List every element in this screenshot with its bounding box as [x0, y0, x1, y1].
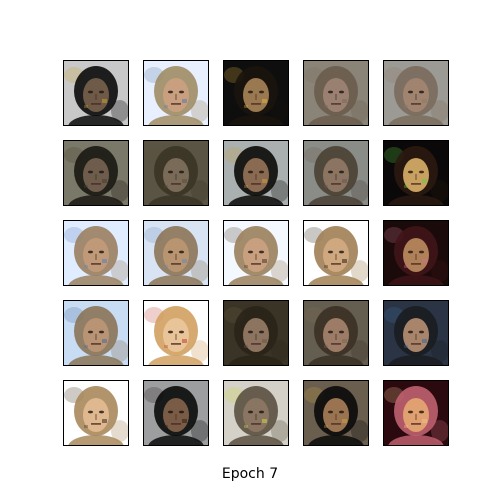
- epoch-caption: Epoch 7: [221, 466, 279, 482]
- generated-face-tile: [143, 140, 209, 206]
- face-image: [144, 301, 208, 365]
- generated-face-tile: [383, 380, 449, 446]
- generated-face-tile: [303, 300, 369, 366]
- face-image: [64, 381, 128, 445]
- generated-face-tile: [223, 300, 289, 366]
- face-image: [224, 221, 288, 285]
- generated-face-tile: [63, 220, 129, 286]
- generated-face-tile: [303, 140, 369, 206]
- generated-face-tile: [383, 220, 449, 286]
- generated-face-tile: [143, 220, 209, 286]
- face-image: [304, 301, 368, 365]
- face-image: [224, 141, 288, 205]
- generated-face-tile: [383, 300, 449, 366]
- face-image: [64, 141, 128, 205]
- face-image: [144, 61, 208, 125]
- face-image: [304, 381, 368, 445]
- face-image: [64, 221, 128, 285]
- face-image: [384, 221, 448, 285]
- face-image: [304, 221, 368, 285]
- face-image: [304, 141, 368, 205]
- sample-image-grid: [63, 60, 451, 446]
- face-image: [144, 381, 208, 445]
- face-image: [144, 221, 208, 285]
- face-image: [64, 301, 128, 365]
- face-image: [384, 301, 448, 365]
- generated-face-tile: [223, 220, 289, 286]
- generated-face-tile: [143, 300, 209, 366]
- generated-face-tile: [223, 140, 289, 206]
- generated-face-tile: [383, 60, 449, 126]
- face-image: [64, 61, 128, 125]
- generated-face-tile: [63, 300, 129, 366]
- generated-face-tile: [223, 60, 289, 126]
- face-image: [224, 381, 288, 445]
- face-image: [384, 141, 448, 205]
- generated-face-tile: [143, 380, 209, 446]
- generated-face-tile: [303, 60, 369, 126]
- generated-face-tile: [143, 60, 209, 126]
- face-image: [224, 61, 288, 125]
- face-image: [304, 61, 368, 125]
- face-image: [224, 301, 288, 365]
- generated-face-tile: [383, 140, 449, 206]
- generated-face-tile: [63, 140, 129, 206]
- face-image: [384, 61, 448, 125]
- generated-face-tile: [303, 220, 369, 286]
- generated-face-tile: [63, 380, 129, 446]
- generated-face-tile: [303, 380, 369, 446]
- face-image: [144, 141, 208, 205]
- generated-face-tile: [223, 380, 289, 446]
- generated-face-tile: [63, 60, 129, 126]
- face-image: [384, 381, 448, 445]
